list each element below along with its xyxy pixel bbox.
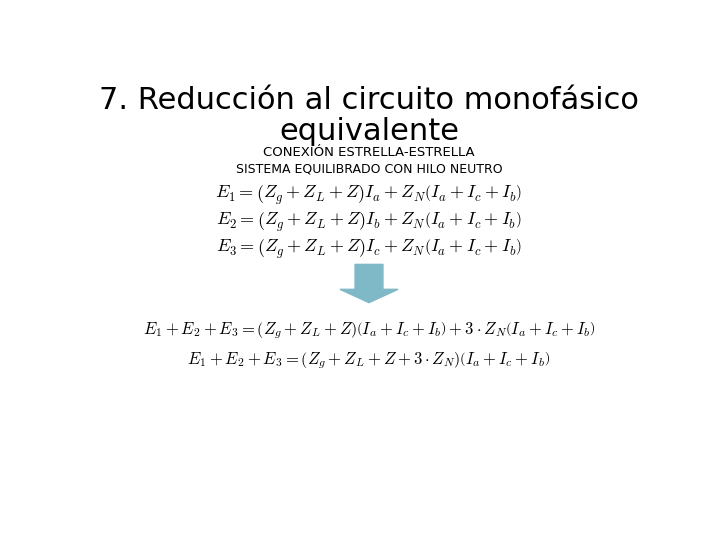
Polygon shape bbox=[340, 265, 398, 302]
Text: $E_1 + E_2 + E_3 = \left(Z_g + Z_L + Z\right)\left(I_a + I_c + I_b\right) + 3 \c: $E_1 + E_2 + E_3 = \left(Z_g + Z_L + Z\r… bbox=[143, 321, 595, 341]
Text: CONEXIÓN ESTRELLA-ESTRELLA: CONEXIÓN ESTRELLA-ESTRELLA bbox=[264, 146, 474, 159]
Text: 7. Reducción al circuito monofásico: 7. Reducción al circuito monofásico bbox=[99, 85, 639, 114]
Text: $E_1 + E_2 + E_3 = \left(Z_g + Z_L + Z + 3 \cdot Z_N\right)\left(I_a + I_c + I_b: $E_1 + E_2 + E_3 = \left(Z_g + Z_L + Z +… bbox=[187, 349, 551, 370]
Text: $E_3 = \left(Z_g + Z_L + Z\right)I_c + Z_N\left(I_a + I_c + I_b\right)$: $E_3 = \left(Z_g + Z_L + Z\right)I_c + Z… bbox=[216, 238, 522, 261]
Text: SISTEMA EQUILIBRADO CON HILO NEUTRO: SISTEMA EQUILIBRADO CON HILO NEUTRO bbox=[235, 163, 503, 176]
Text: $E_2 = \left(Z_g + Z_L + Z\right)I_b + Z_N\left(I_a + I_c + I_b\right)$: $E_2 = \left(Z_g + Z_L + Z\right)I_b + Z… bbox=[216, 210, 522, 233]
Text: equivalente: equivalente bbox=[279, 117, 459, 146]
Text: $E_1 = \left(Z_g + Z_L + Z\right)I_a + Z_N\left(I_a + I_c + I_b\right)$: $E_1 = \left(Z_g + Z_L + Z\right)I_a + Z… bbox=[215, 183, 523, 206]
